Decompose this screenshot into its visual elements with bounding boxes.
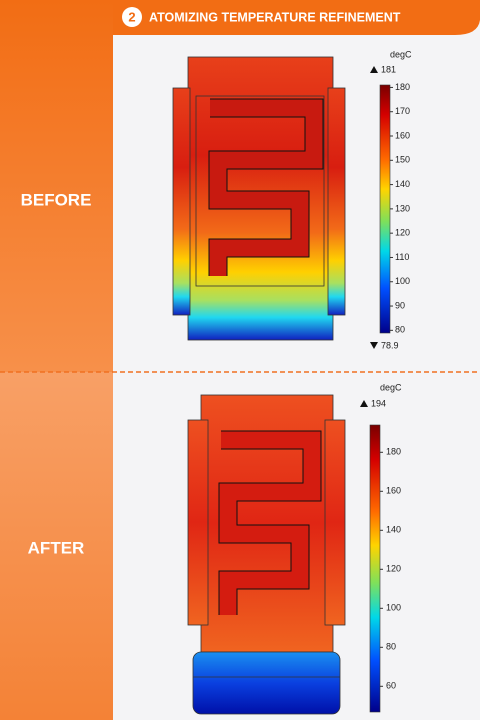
header-bar: [113, 0, 480, 35]
tick-label: 80: [395, 325, 405, 335]
tick-label: 110: [395, 252, 409, 262]
tick-label: 120: [395, 228, 410, 238]
tick-label: 100: [386, 603, 401, 613]
tick-label: 170: [395, 106, 410, 116]
colorbar: [379, 84, 391, 334]
side-panel: [0, 372, 113, 720]
panel-label: AFTER: [28, 538, 85, 557]
tick-label: 60: [386, 681, 396, 691]
tick-label: 90: [395, 300, 405, 310]
max-label: 181: [381, 64, 396, 74]
tick-label: 120: [386, 564, 401, 574]
tick-label: 180: [395, 82, 410, 92]
tick-label: 160: [386, 486, 401, 496]
tick-label: 160: [395, 130, 410, 140]
tick-label: 130: [395, 203, 410, 213]
heatmap-after: [187, 394, 346, 715]
tick-label: 150: [395, 155, 410, 165]
min-label: 78.9: [381, 340, 399, 350]
side-panel: [0, 0, 113, 372]
tick-label: 140: [395, 179, 410, 189]
panel-label: BEFORE: [21, 190, 92, 209]
max-label: 194: [371, 398, 386, 408]
tick-label: 100: [395, 276, 410, 286]
heatmap-before: [172, 56, 346, 341]
tick-label: 80: [386, 642, 396, 652]
step-badge: [122, 7, 142, 27]
max-marker: [360, 400, 368, 407]
min-marker: [370, 342, 378, 349]
header-title: ATOMIZING TEMPERATURE REFINEMENT: [149, 10, 401, 24]
unit-label: degC: [380, 382, 402, 392]
max-marker: [370, 66, 378, 73]
tick-label: 140: [386, 525, 401, 535]
unit-label: degC: [390, 49, 412, 59]
tick-label: 180: [386, 447, 401, 457]
step-number: 2: [128, 9, 135, 24]
colorbar: [369, 424, 381, 713]
